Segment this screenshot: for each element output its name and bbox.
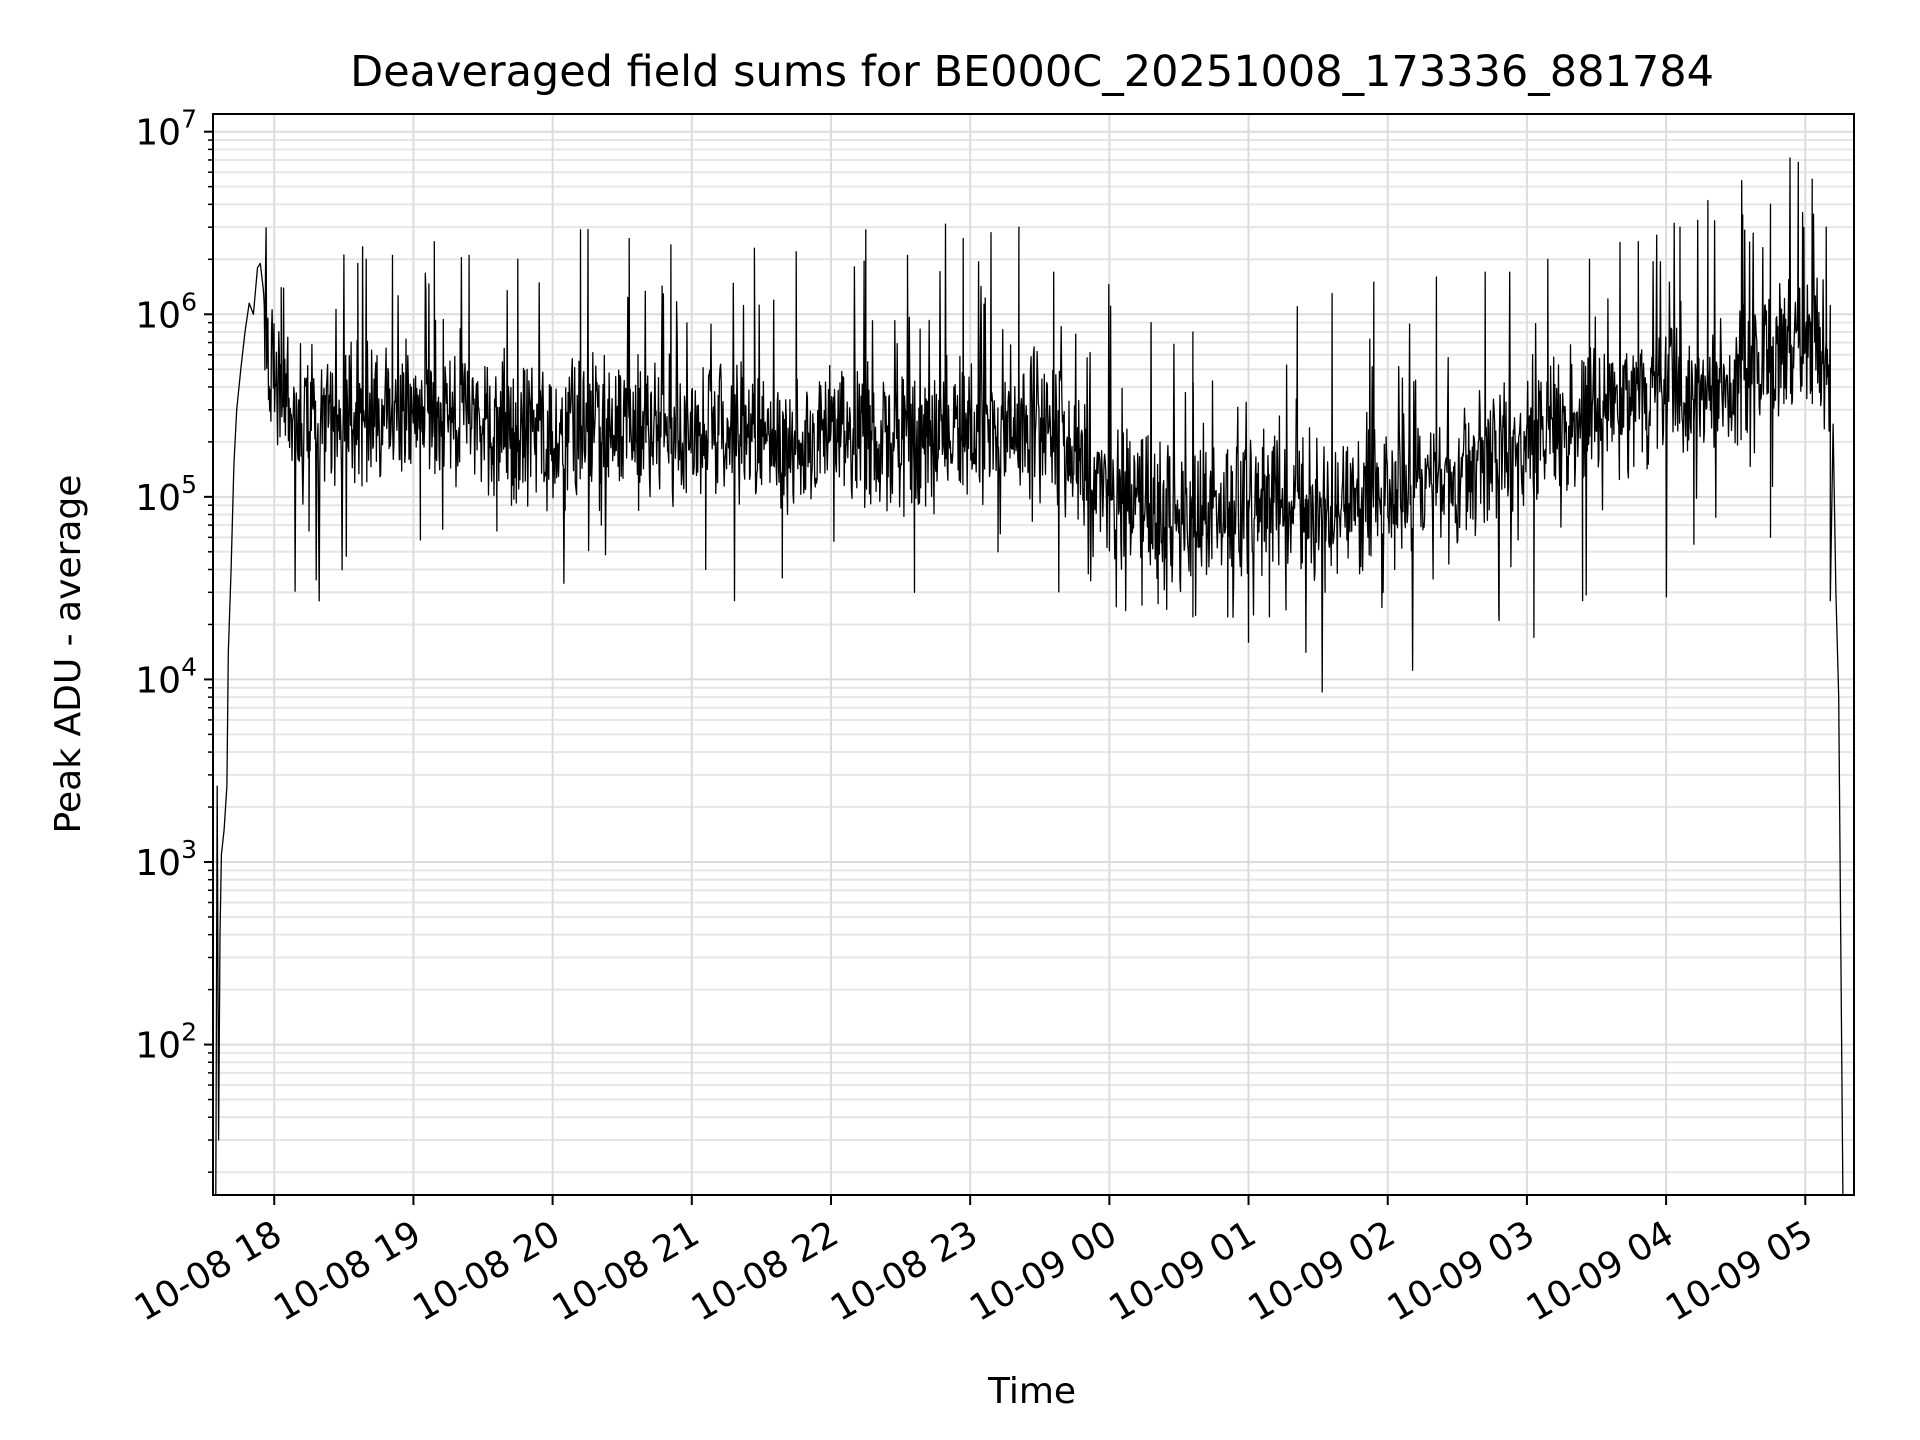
plot-frame [212,113,1855,1196]
y-tick-label: 105 [135,470,197,519]
y-tick-label: 102 [135,1018,197,1067]
y-axis-label: Peak ADU - average [48,475,89,834]
y-axis: 102 103 104 105 106 107 [135,105,213,1173]
chart-title: Deaveraged field sums for BE000C_2025100… [350,47,1714,97]
y-tick-label: 107 [135,105,197,154]
grid [213,114,1854,1195]
series-group [215,157,1844,1196]
series-line [215,157,1844,1196]
y-tick-label: 106 [135,287,197,336]
y-tick-label: 104 [135,652,197,701]
y-tick-label: 103 [135,835,197,884]
x-axis-label: Time [987,1371,1076,1412]
